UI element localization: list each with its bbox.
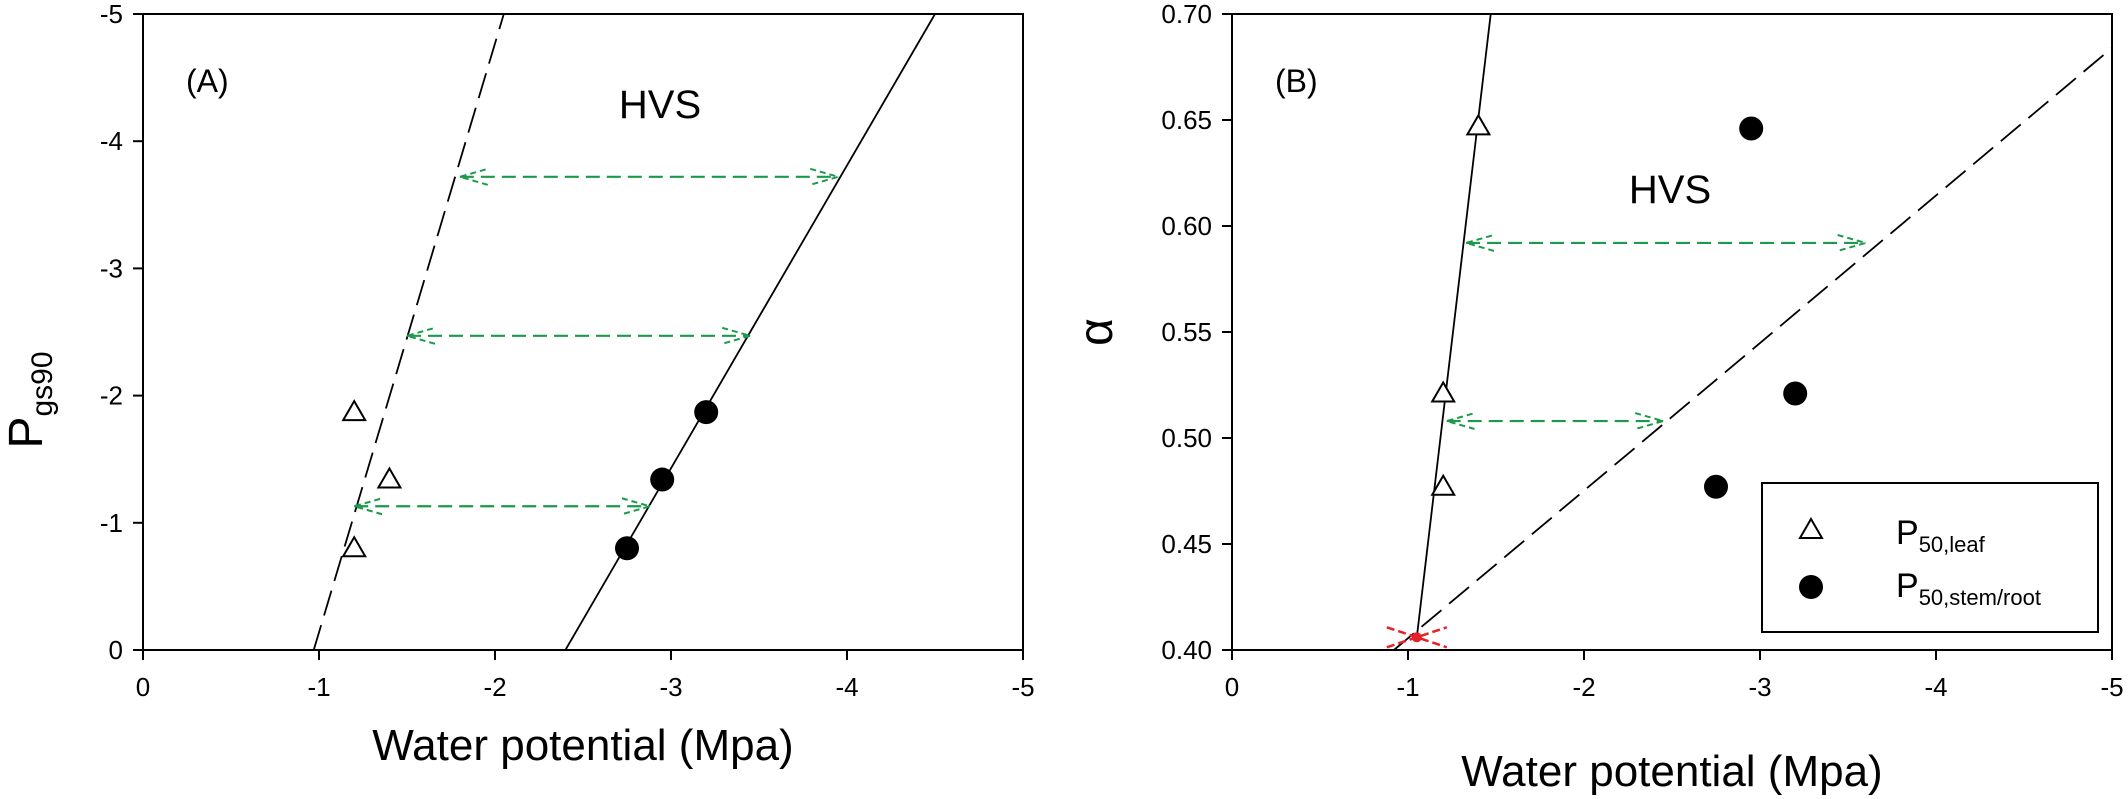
panel-a-x-tick-label: 0 [136, 672, 150, 702]
panel-a-triangle-point [341, 399, 367, 422]
panel-a-x-axis-title: Water potential (Mpa) [372, 721, 793, 770]
panel-b-x-axis-title: Water potential (Mpa) [1461, 747, 1882, 796]
panel-b-x-tick-label: -3 [1748, 672, 1771, 702]
legend-entry-stem-root-sub: 50,stem/root [1919, 585, 2041, 610]
panel-a-y-tick-label: -2 [100, 381, 123, 411]
panel-b-x-tick-label: -1 [1396, 672, 1419, 702]
panel-a-ticks: 0 -1 -2 -3 -4 -5 0 -1 -2 -3 -4 -5 [100, 0, 1035, 702]
legend-triangle-icon [1798, 517, 1824, 539]
panel-b-triangle-point [1430, 380, 1456, 403]
panel-a-fit-line-dashed [312, 14, 505, 650]
panel-b-x-tick-label: -2 [1572, 672, 1595, 702]
panel-b-circle-point [1783, 381, 1808, 406]
panel-b-x-tick-label: -5 [2100, 672, 2123, 702]
panel-b-region-label: HVS [1629, 168, 1711, 212]
legend-entry-leaf: P50,leaf [1896, 514, 1986, 557]
panel-a-x-tick-label: -1 [307, 672, 330, 702]
panel-b-y-tick-label: 0.50 [1161, 423, 1212, 453]
panel-a-circle-point [615, 536, 639, 561]
panel-b-y-tick-label: 0.45 [1161, 529, 1212, 559]
legend-circle-icon [1799, 575, 1823, 599]
panel-b-y-axis-title: α [1070, 318, 1123, 346]
panel-b-y-tick-label: 0.55 [1161, 317, 1212, 347]
panel-a-chart: 0 -1 -2 -3 -4 -5 0 -1 -2 -3 -4 -5 (A) HVS Water pot… [0, 0, 1035, 770]
panel-b-label: (B) [1275, 63, 1318, 99]
panel-a-triangle-point [341, 535, 367, 558]
panel-b-chart: 0 -1 -2 -3 -4 -50.400.450.500.550.600.650.70 … [1070, 0, 2124, 796]
panel-b-y-tick-label: 0.60 [1161, 211, 1212, 241]
panel-a-y-axis-title-main: P [0, 417, 53, 449]
panel-b-fit-line-dashed [1393, 47, 2112, 650]
panel-b-ticks: 0 -1 -2 -3 -4 -5 0.40 0.45 0.50 0.55 0.60 0.65 0.70 [1161, 0, 2123, 702]
panel-a-y-tick-label: -3 [100, 253, 123, 283]
panel-a-region-label: HVS [619, 83, 701, 127]
legend-entry-stem-root: P50,stem/root [1896, 567, 2041, 610]
panel-b-triangle-point [1465, 113, 1492, 136]
panel-a-x-tick-label: -2 [483, 672, 506, 702]
panel-b-triangle-point [1430, 473, 1456, 496]
panel-a-label: (A) [186, 63, 229, 99]
legend: P50,leaf P50,stem/root [1761, 482, 2099, 633]
legend-entry-stem-root-main: P [1896, 567, 1919, 605]
panel-b-plot-frame [1231, 13, 2113, 651]
panel-a-triangle-point [376, 466, 403, 489]
panel-b-circle-point [1739, 116, 1764, 141]
panel-b-y-tick-label: 0.65 [1161, 105, 1212, 135]
panel-b-circle-point [1704, 474, 1728, 499]
panel-b-fit-line-solid [1415, 14, 1492, 638]
panel-a-y-axis-title-sub: gs90 [26, 351, 59, 416]
panel-b-x-tick-label: -4 [1924, 672, 1947, 702]
panel-a-y-tick-label: -1 [100, 508, 123, 538]
legend-entry-leaf-main: P [1896, 514, 1919, 552]
panel-a-y-tick-label: -4 [100, 126, 123, 156]
panel-b-x-tick-label: 0 [1225, 672, 1239, 702]
panel-b-intersection-point [1411, 632, 1422, 643]
panel-a-y-axis-title: Pgs90 [0, 351, 59, 448]
panel-b-y-tick-label: 0.70 [1161, 0, 1212, 29]
panel-b-marks [1386, 14, 2112, 650]
legend-entry-leaf-sub: 50,leaf [1919, 532, 1986, 557]
panel-a-marks [312, 14, 936, 650]
panel-a-x-tick-label: -5 [1011, 672, 1034, 702]
panel-a-x-tick-label: -3 [659, 672, 682, 702]
panel-a-y-tick-label: 0 [109, 635, 123, 665]
panel-a-circle-point [694, 400, 719, 425]
panel-a-circle-point [650, 467, 675, 492]
panel-a-x-tick-label: -4 [835, 672, 858, 702]
panel-a-plot-frame [142, 13, 1024, 651]
panel-a-y-tick-label: -5 [100, 0, 123, 29]
panel-b-y-tick-label: 0.40 [1161, 635, 1212, 665]
legend-box [1761, 482, 2099, 633]
